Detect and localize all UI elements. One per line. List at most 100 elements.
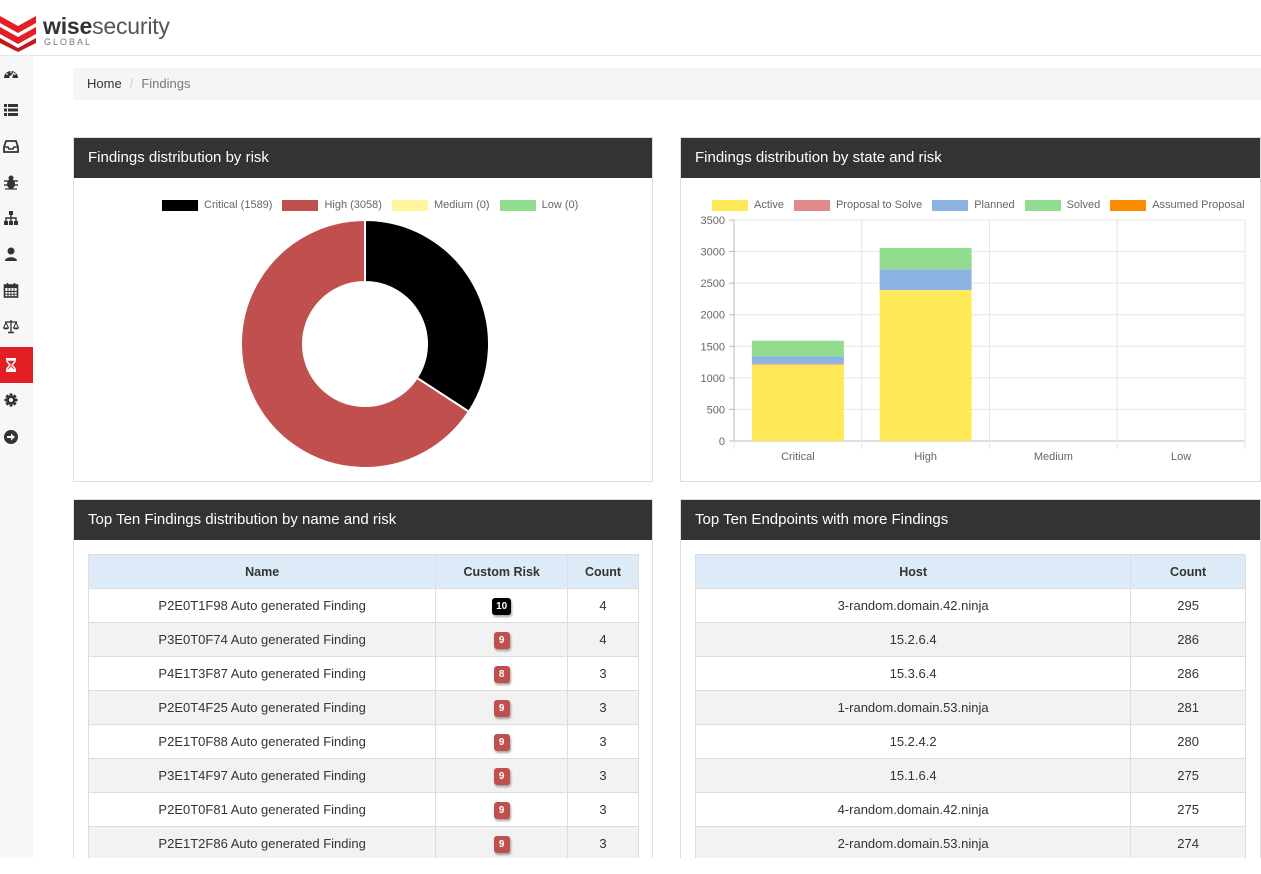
donut-slice-high[interactable]	[240, 218, 471, 469]
legend-item-active[interactable]: Active	[712, 199, 784, 211]
top-findings-title: Top Ten Findings distribution by name an…	[74, 500, 652, 540]
finding-name-cell: P4E1T3F87 Auto generated Finding	[87, 656, 437, 691]
finding-name-cell: P2E0T4F25 Auto generated Finding	[87, 690, 437, 725]
legend-label: High (3058)	[324, 199, 382, 211]
sidebar	[0, 56, 33, 858]
count-cell: 286	[1130, 622, 1246, 657]
table-row[interactable]: 3-random.domain.42.ninja 295	[694, 588, 1246, 623]
risk-badge: 9	[493, 835, 510, 853]
sidebar-item-user[interactable]	[0, 236, 33, 272]
table-row[interactable]: P2E0T0F81 Auto generated Finding 9 3	[87, 792, 639, 827]
breadcrumb-separator: /	[129, 76, 134, 91]
legend-label: Proposal to Solve	[835, 199, 923, 211]
state-risk-panel: Findings distribution by state and risk …	[680, 137, 1261, 482]
sidebar-item-settings[interactable]	[0, 382, 33, 418]
table-row[interactable]: 15.1.6.4 275	[694, 758, 1246, 793]
table-row[interactable]: P2E0T1F98 Auto generated Finding 10 4	[87, 588, 639, 623]
legend-label: Low (0)	[541, 199, 579, 211]
bar-high-planned[interactable]	[879, 269, 972, 291]
dashboard-icon	[4, 71, 18, 79]
brand-logo-text[interactable]: wisesecurity	[43, 13, 170, 39]
legend-item-high[interactable]: High (3058)	[282, 199, 382, 211]
table-row[interactable]: 15.2.4.2 280	[694, 724, 1246, 759]
risk-distribution-panel: Findings distribution by risk Critical (…	[73, 137, 653, 482]
table-row[interactable]: P4E1T3F87 Auto generated Finding 8 3	[87, 656, 639, 691]
table-row[interactable]: 1-random.domain.53.ninja 281	[694, 690, 1246, 725]
y-tick-label: 2000	[701, 310, 725, 322]
bug-icon	[4, 175, 18, 190]
sidebar-item-bug[interactable]	[0, 164, 33, 200]
host-cell: 15.2.6.4	[694, 622, 1132, 657]
table-row[interactable]: 15.3.6.4 286	[694, 656, 1246, 691]
bar-critical-planned[interactable]	[751, 356, 844, 364]
top-endpoints-panel: Top Ten Endpoints with more Findings Hos…	[680, 499, 1261, 858]
legend-item-solved[interactable]: Solved	[1024, 199, 1100, 211]
table-row[interactable]: P2E0T4F25 Auto generated Finding 9 3	[87, 690, 639, 725]
column-header-host[interactable]: Host	[694, 554, 1132, 589]
count-cell: 3	[567, 724, 639, 759]
table-row[interactable]: 4-random.domain.42.ninja 275	[694, 792, 1246, 827]
state-chart-legend: Active Proposal to Solve Planned Solved Assu…	[712, 199, 1255, 211]
table-row[interactable]: P3E1T4F97 Auto generated Finding 9 3	[87, 758, 639, 793]
sitemap-icon	[4, 211, 18, 225]
top-header: wisesecurity GLOBAL	[0, 0, 1261, 56]
legend-label: Active	[754, 199, 784, 211]
column-header-count[interactable]: Count	[567, 554, 639, 589]
legend-item-medium[interactable]: Medium (0)	[391, 199, 490, 211]
sidebar-item-sitemap[interactable]	[0, 200, 33, 236]
breadcrumb: Home / Findings	[73, 68, 1261, 100]
risk-badge: 9	[493, 631, 510, 649]
table-row[interactable]: P2E1T0F88 Auto generated Finding 9 3	[87, 724, 639, 759]
custom-risk-cell: 9	[435, 792, 569, 827]
top-findings-panel: Top Ten Findings distribution by name an…	[73, 499, 653, 858]
column-header-name[interactable]: Name	[87, 554, 437, 589]
custom-risk-cell: 9	[435, 690, 569, 725]
donut-slice-critical[interactable]	[364, 218, 490, 414]
bar-high-active[interactable]	[879, 290, 972, 441]
custom-risk-cell: 8	[435, 656, 569, 691]
sidebar-item-balance[interactable]	[0, 308, 33, 344]
brand-bold: wise	[43, 13, 93, 39]
legend-item-critical[interactable]: Critical (1589)	[162, 199, 272, 211]
risk-badge: 8	[493, 665, 510, 683]
host-cell: 1-random.domain.53.ninja	[694, 690, 1132, 725]
count-cell: 3	[567, 758, 639, 793]
host-cell: 4-random.domain.42.ninja	[694, 792, 1132, 827]
sidebar-item-logout[interactable]	[0, 419, 33, 455]
sidebar-item-calendar[interactable]	[0, 272, 33, 308]
legend-item-assumed-proposal[interactable]: Assumed Proposal	[1110, 199, 1245, 211]
breadcrumb-home-link[interactable]: Home	[87, 76, 122, 91]
sidebar-item-hourglass[interactable]	[0, 347, 33, 383]
column-header-count[interactable]: Count	[1130, 554, 1246, 589]
legend-swatch	[1024, 199, 1061, 211]
legend-label: Planned	[974, 199, 1015, 211]
table-row[interactable]: 2-random.domain.53.ninja 274	[694, 826, 1246, 858]
y-tick-label: 0	[719, 436, 725, 448]
finding-name-cell: P2E1T0F88 Auto generated Finding	[87, 724, 437, 759]
legend-item-planned[interactable]: Planned	[932, 199, 1015, 211]
bar-critical-active[interactable]	[751, 364, 844, 441]
count-cell: 274	[1130, 826, 1246, 858]
legend-item-proposal-to-solve[interactable]: Proposal to Solve	[793, 199, 923, 211]
host-cell: 15.3.6.4	[694, 656, 1132, 691]
count-cell: 3	[567, 792, 639, 827]
bar-high-solved[interactable]	[879, 247, 972, 270]
legend-item-low[interactable]: Low (0)	[499, 199, 579, 211]
sidebar-item-list[interactable]	[0, 92, 33, 128]
table-row[interactable]: P2E1T2F86 Auto generated Finding 9 3	[87, 826, 639, 858]
count-cell: 3	[567, 656, 639, 691]
sidebar-item-inbox[interactable]	[0, 128, 33, 164]
sidebar-item-dashboard[interactable]	[0, 56, 33, 92]
count-cell: 275	[1130, 792, 1246, 827]
bar-critical-proposal-to-solve[interactable]	[751, 363, 844, 365]
x-tick-label: Critical	[781, 451, 815, 463]
table-row[interactable]: 15.2.6.4 286	[694, 622, 1246, 657]
x-tick-label: Medium	[1034, 451, 1073, 463]
brand-subtitle: GLOBAL	[44, 37, 93, 47]
custom-risk-cell: 10	[435, 588, 569, 623]
inbox-icon	[3, 140, 19, 153]
bar-critical-solved[interactable]	[751, 340, 844, 357]
table-row[interactable]: P3E0T0F74 Auto generated Finding 9 4	[87, 622, 639, 657]
column-header-custom-risk[interactable]: Custom Risk	[435, 554, 569, 589]
custom-risk-cell: 9	[435, 724, 569, 759]
